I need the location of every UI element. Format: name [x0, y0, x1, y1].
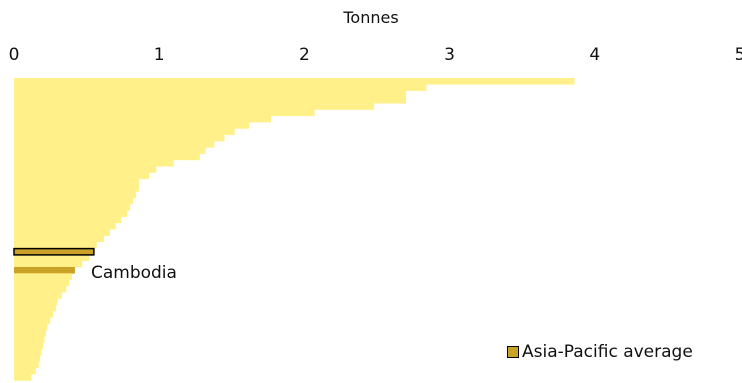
bar-asia-pacific-average: [13, 247, 95, 256]
bar: [14, 348, 42, 356]
bar: [14, 78, 575, 85]
bar: [14, 361, 39, 369]
bar: [14, 279, 70, 287]
bar: [14, 122, 250, 129]
bar: [14, 311, 54, 318]
bar: [14, 323, 48, 331]
bar: [14, 317, 51, 324]
bar: [14, 210, 128, 217]
bar: [14, 330, 46, 337]
x-tick-label: 2: [299, 45, 310, 65]
bar: [14, 292, 62, 299]
bar: [14, 128, 235, 135]
bar: [14, 191, 136, 198]
x-axis-title: Tonnes: [343, 8, 399, 27]
bar: [14, 260, 83, 268]
bar: [14, 285, 67, 293]
bar: [14, 235, 105, 243]
bar: [14, 185, 139, 192]
bar: [14, 147, 206, 154]
bar: [14, 304, 57, 312]
x-tick-label: 0: [9, 45, 20, 65]
bar-cambodia: [14, 267, 75, 274]
bar: [14, 342, 44, 350]
bar: [14, 166, 157, 173]
bar: [14, 141, 215, 148]
bar: [14, 178, 139, 186]
bar: [14, 172, 150, 180]
bar: [14, 355, 41, 362]
bar: [14, 153, 200, 161]
bar: [14, 222, 116, 230]
bar: [14, 115, 272, 123]
bar: [14, 159, 174, 167]
bar: [14, 204, 131, 211]
bar: [14, 197, 134, 205]
bar: [14, 367, 36, 375]
legend: Asia-Pacific average: [507, 342, 693, 362]
bar: [14, 298, 58, 306]
bar: [14, 336, 45, 343]
bar: [14, 96, 407, 104]
bar: [14, 254, 90, 261]
bar: [14, 134, 225, 142]
bar: [14, 273, 73, 280]
bar: [14, 84, 427, 91]
bar: [14, 229, 110, 236]
legend-label: Asia-Pacific average: [522, 342, 693, 362]
legend-swatch: [507, 346, 519, 358]
x-tick-label: 3: [444, 45, 455, 65]
bar: [14, 103, 375, 110]
bar: [14, 109, 315, 117]
bar: [14, 241, 97, 249]
cambodia-label: Cambodia: [91, 263, 177, 283]
bar: [14, 374, 32, 381]
x-tick-label: 1: [154, 45, 165, 65]
x-tick-label: 5: [735, 45, 742, 65]
x-tick-label: 4: [589, 45, 600, 65]
bar: [14, 216, 122, 224]
bar: [14, 90, 407, 98]
